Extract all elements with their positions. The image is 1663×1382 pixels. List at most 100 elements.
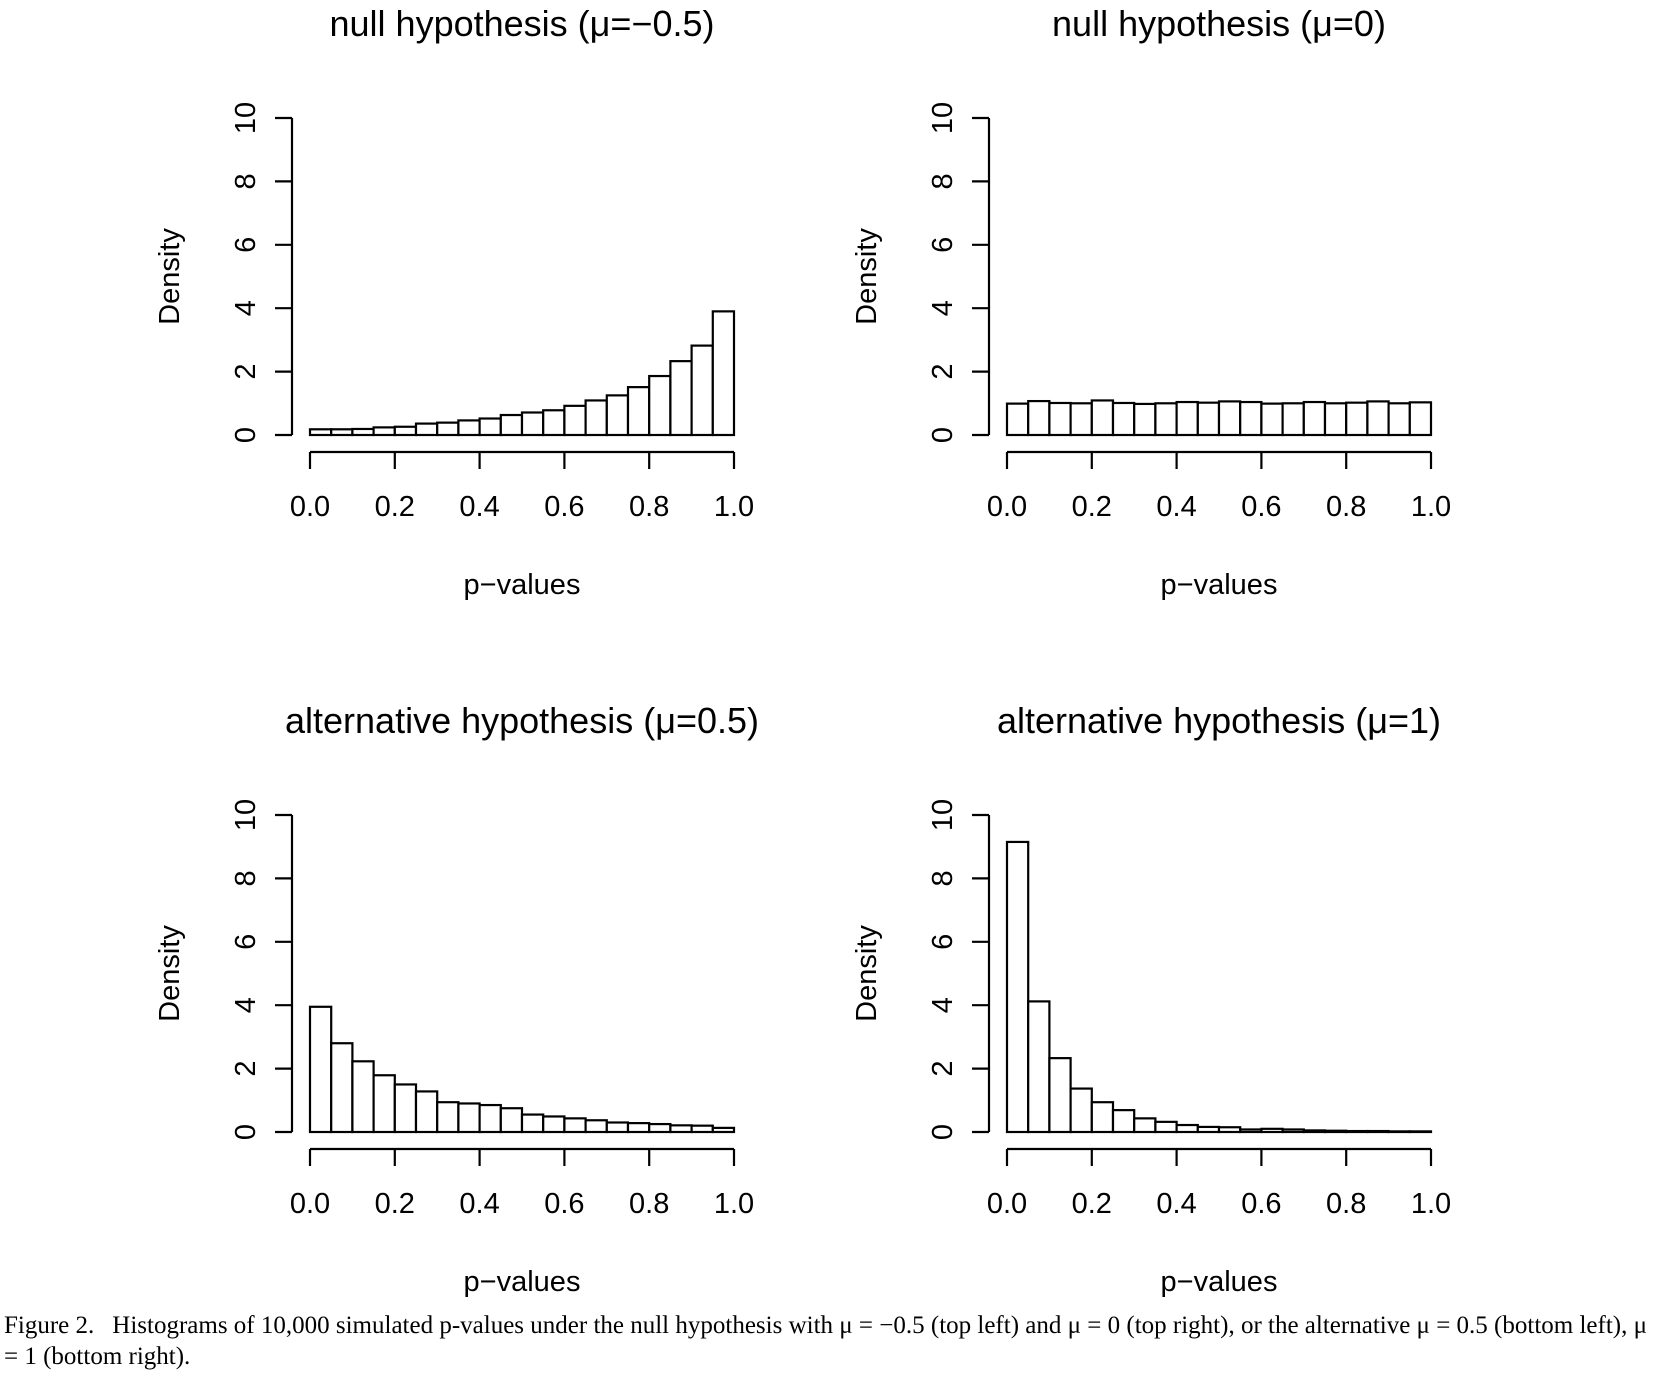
x-tick-label: 0.0 [290, 1188, 330, 1220]
histogram-bar [711, 1126, 736, 1134]
chart-title: null hypothesis (μ=−0.5) [330, 3, 715, 44]
y-tick-label: 10 [927, 799, 959, 831]
x-tick-label: 0.2 [1072, 491, 1112, 523]
histogram-bar [351, 427, 375, 437]
histogram-bar [393, 1083, 418, 1134]
y-tick-label: 10 [927, 102, 959, 134]
histogram-bar [1239, 400, 1263, 437]
histogram-bar [1175, 400, 1199, 437]
histogram-bar [436, 421, 460, 437]
y-tick-label: 0 [230, 427, 262, 443]
y-tick-label: 8 [230, 173, 262, 189]
histogram-bar [308, 428, 333, 437]
histogram-bar [1260, 1127, 1284, 1134]
y-tick-label: 8 [927, 870, 959, 886]
histogram-bar [457, 419, 481, 437]
y-tick-label: 8 [230, 870, 262, 886]
histogram-bar [1111, 1109, 1136, 1134]
histogram-bar [478, 417, 502, 437]
histogram-bar [1408, 401, 1433, 437]
histogram-bar [1027, 399, 1051, 437]
caption-label: Figure 2. [4, 1312, 95, 1339]
histogram-bar [584, 399, 608, 437]
histogram-bar [1408, 1130, 1433, 1134]
histogram-bar [1387, 1130, 1411, 1134]
y-tick-label: 6 [230, 237, 262, 253]
histogram-bar [711, 310, 736, 437]
histogram-bar [457, 1102, 481, 1134]
x-tick-label: 0.8 [629, 491, 669, 523]
histogram-bar [1133, 1117, 1157, 1134]
x-tick-label: 0.0 [987, 1188, 1027, 1220]
caption-text: Histograms of 10,000 simulated p-values … [4, 1312, 1648, 1370]
histogram-bar [1133, 402, 1157, 437]
histogram-bar [372, 1074, 396, 1134]
y-tick-label: 10 [230, 799, 262, 831]
histogram-bar [1345, 401, 1369, 437]
histogram-bar [1027, 1000, 1051, 1134]
y-tick-label: 4 [230, 997, 262, 1013]
y-axis-label: Density [154, 925, 186, 1022]
histogram-bar [1387, 402, 1411, 437]
x-tick-label: 1.0 [1411, 1188, 1451, 1220]
histogram-bar [1217, 1126, 1242, 1134]
y-tick-label: 2 [927, 364, 959, 380]
histogram-bar [1111, 401, 1136, 437]
y-axis-label: Density [851, 228, 883, 325]
y-tick-label: 10 [230, 102, 262, 134]
histogram-bar [1175, 1123, 1199, 1134]
y-tick-label: 8 [927, 173, 959, 189]
figure-histograms: null hypothesis (μ=−0.5) 0 2 4 6 8 10 Density 0.… [154, 3, 1451, 1298]
histogram-bar [1069, 402, 1093, 437]
histogram-bar [648, 374, 672, 437]
x-tick-label: 0.8 [1326, 491, 1366, 523]
histogram-bar [626, 1122, 651, 1134]
histogram-bar [499, 1107, 524, 1134]
histogram-bar [690, 1124, 714, 1134]
histogram-bar [393, 425, 418, 437]
histogram-bar [1196, 1125, 1221, 1134]
histogram-bar [542, 1115, 566, 1134]
histogram-bar [1154, 1120, 1178, 1134]
histogram-bar [1366, 1129, 1390, 1134]
histogram-panel-4: alternative hypothesis (μ=1) 0 2 4 6 8 10 Densi… [851, 700, 1451, 1298]
figure-caption: Figure 2. Histograms of 10,000 simulated … [4, 1310, 1659, 1372]
histogram-bar [1196, 401, 1221, 437]
histogram-bar [1217, 400, 1242, 437]
histogram-bar [1281, 402, 1305, 437]
chart-title: alternative hypothesis (μ=0.5) [285, 700, 759, 741]
y-tick-label: 0 [927, 1124, 959, 1140]
x-tick-label: 0.2 [375, 1188, 415, 1220]
histogram-bar [1069, 1087, 1093, 1134]
histogram-bar [520, 1113, 545, 1134]
histogram-bar [1302, 400, 1327, 437]
x-axis-label: p−values [1161, 569, 1278, 601]
x-axis-label: p−values [1161, 1266, 1278, 1298]
y-tick-label: 4 [927, 997, 959, 1013]
x-tick-label: 0.4 [459, 1188, 499, 1220]
histogram-bar [1048, 1057, 1072, 1134]
y-tick-label: 6 [230, 934, 262, 950]
chart-title: null hypothesis (μ=0) [1052, 3, 1386, 44]
histogram-bar [626, 386, 651, 437]
histogram-bar [605, 1121, 630, 1134]
histogram-bar [690, 344, 714, 437]
histogram-bar [1281, 1128, 1305, 1134]
y-tick-label: 0 [927, 427, 959, 443]
histogram-bar [648, 1122, 672, 1134]
x-tick-label: 1.0 [714, 491, 754, 523]
histogram-bar [1048, 401, 1072, 437]
x-tick-label: 0.8 [1326, 1188, 1366, 1220]
y-axis-label: Density [154, 228, 186, 325]
x-tick-label: 1.0 [1411, 491, 1451, 523]
x-axis-label: p−values [464, 569, 581, 601]
x-tick-label: 1.0 [714, 1188, 754, 1220]
x-tick-label: 0.6 [1241, 1188, 1281, 1220]
y-tick-label: 6 [927, 934, 959, 950]
histogram-bar [308, 1005, 333, 1134]
histogram-bar [1090, 1101, 1115, 1134]
histogram-bar [351, 1060, 375, 1134]
histogram-bar [1005, 402, 1030, 437]
y-tick-label: 2 [927, 1061, 959, 1077]
y-tick-label: 2 [230, 1061, 262, 1077]
